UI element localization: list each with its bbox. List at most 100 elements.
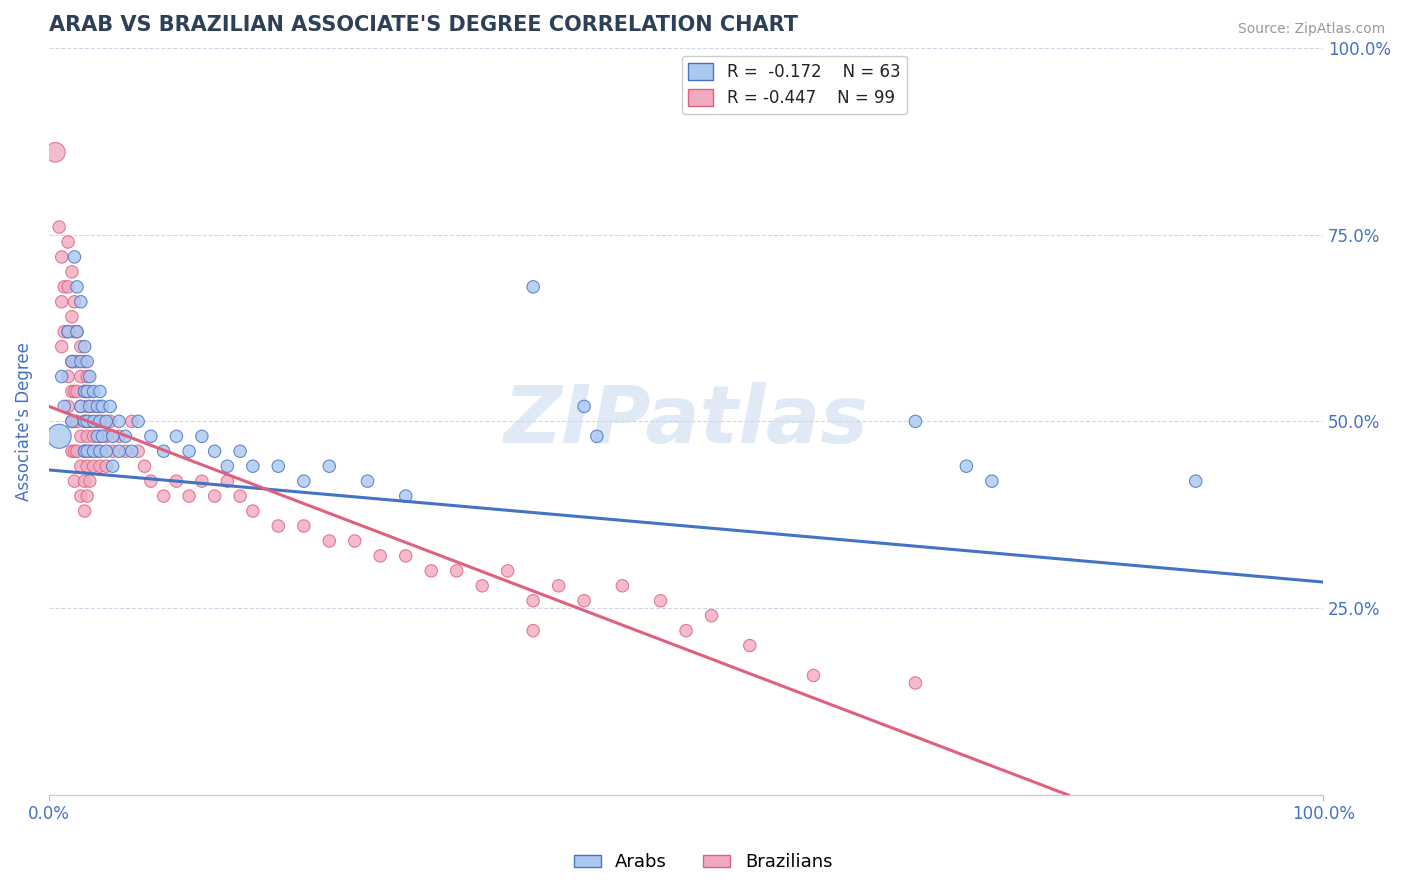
Point [56, 400, 79, 414]
Point [56, 325, 79, 339]
Point [96, 444, 118, 458]
Point [79, 400, 101, 414]
Point [89, 384, 111, 399]
Point [48, 220, 70, 235]
Point [368, 549, 391, 563]
Point [1184, 474, 1206, 488]
Point [139, 474, 162, 488]
Point [803, 668, 825, 682]
Point [63, 474, 86, 488]
Point [101, 444, 124, 458]
Point [60, 444, 83, 458]
Point [152, 444, 174, 458]
Point [76, 384, 98, 399]
Point [343, 533, 366, 548]
Point [51, 250, 73, 264]
Point [76, 414, 98, 428]
Point [76, 354, 98, 368]
Point [83, 384, 105, 399]
Point [738, 639, 761, 653]
Point [522, 280, 544, 294]
Point [66, 280, 89, 294]
Point [63, 325, 86, 339]
Point [91, 414, 114, 428]
Point [89, 400, 111, 414]
Legend: Arabs, Brazilians: Arabs, Brazilians [567, 847, 839, 879]
Point [98, 400, 121, 414]
Point [586, 429, 609, 443]
Point [217, 474, 239, 488]
Point [69, 400, 91, 414]
Point [73, 384, 96, 399]
Point [56, 235, 79, 249]
Point [127, 444, 149, 458]
Point [179, 489, 201, 503]
Point [139, 429, 162, 443]
Point [69, 400, 91, 414]
Point [955, 459, 977, 474]
Point [496, 564, 519, 578]
Point [446, 564, 468, 578]
Point [86, 414, 108, 428]
Point [79, 444, 101, 458]
Point [114, 429, 136, 443]
Text: Source: ZipAtlas.com: Source: ZipAtlas.com [1237, 22, 1385, 37]
Point [108, 429, 131, 443]
Point [242, 459, 264, 474]
Point [96, 414, 118, 428]
Point [79, 414, 101, 428]
Point [69, 489, 91, 503]
Point [292, 474, 315, 488]
Point [471, 579, 494, 593]
Point [60, 310, 83, 324]
Point [60, 354, 83, 368]
Point [165, 429, 187, 443]
Point [217, 459, 239, 474]
Point [69, 354, 91, 368]
Point [267, 519, 290, 533]
Point [60, 384, 83, 399]
Point [53, 325, 76, 339]
Point [121, 444, 143, 458]
Point [101, 429, 124, 443]
Point [395, 489, 418, 503]
Point [114, 444, 136, 458]
Point [204, 444, 226, 458]
Point [63, 354, 86, 368]
Point [420, 564, 443, 578]
Point [73, 474, 96, 488]
Point [53, 400, 76, 414]
Point [48, 429, 70, 443]
Point [83, 459, 105, 474]
Point [98, 414, 121, 428]
Point [66, 325, 89, 339]
Point [86, 444, 108, 458]
Point [572, 593, 595, 607]
Point [69, 459, 91, 474]
Point [76, 429, 98, 443]
Point [51, 340, 73, 354]
Point [51, 294, 73, 309]
Point [73, 414, 96, 428]
Point [79, 474, 101, 488]
Point [53, 280, 76, 294]
Point [79, 369, 101, 384]
Point [229, 489, 252, 503]
Point [267, 459, 290, 474]
Point [108, 444, 131, 458]
Point [73, 504, 96, 518]
Point [204, 489, 226, 503]
Point [522, 593, 544, 607]
Point [76, 459, 98, 474]
Legend: R =  -0.172    N = 63, R = -0.447    N = 99: R = -0.172 N = 63, R = -0.447 N = 99 [682, 56, 907, 114]
Text: ZIPatlas: ZIPatlas [503, 383, 869, 460]
Point [63, 414, 86, 428]
Point [60, 414, 83, 428]
Point [73, 384, 96, 399]
Point [522, 624, 544, 638]
Point [66, 414, 89, 428]
Point [179, 444, 201, 458]
Point [56, 280, 79, 294]
Point [134, 459, 156, 474]
Point [96, 429, 118, 443]
